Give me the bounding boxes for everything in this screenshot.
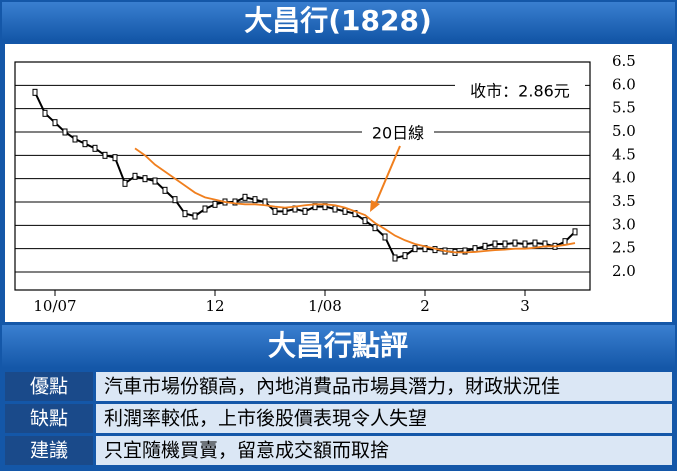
- row-label: 建議: [30, 440, 68, 462]
- price-point: [212, 200, 218, 208]
- price-point: [72, 135, 78, 143]
- y-tick-label: 6.5: [612, 52, 636, 70]
- close-annotation: 收市：2.86元: [470, 82, 570, 101]
- row-label-cell: [5, 372, 93, 401]
- price-point: [412, 245, 418, 253]
- y-tick-label: 5.5: [612, 99, 636, 117]
- x-tick-label: 10/07: [33, 297, 76, 315]
- price-point: [182, 210, 188, 218]
- price-point: [142, 175, 148, 183]
- price-point: [32, 88, 38, 96]
- y-tick-label: 2.5: [612, 239, 636, 257]
- row-text: 只宜隨機買賣，留意成交額而取捨: [104, 440, 389, 462]
- y-tick-label: 3.0: [612, 215, 636, 233]
- price-point: [152, 177, 158, 185]
- price-point: [402, 252, 408, 260]
- price-point: [42, 109, 48, 117]
- price-point: [362, 217, 368, 225]
- price-point: [382, 233, 388, 241]
- x-tick-label: 1/08: [308, 297, 342, 315]
- price-point: [132, 172, 138, 180]
- x-tick-label: 12: [205, 297, 224, 315]
- price-point: [372, 224, 378, 232]
- price-point: [262, 198, 268, 206]
- annotation-bg: [455, 80, 585, 104]
- plot-frame: [14, 61, 591, 291]
- price-point: [572, 228, 578, 236]
- row-text-cell: [96, 404, 672, 433]
- price-point: [102, 151, 108, 159]
- price-point: [472, 245, 478, 253]
- price-point: [462, 247, 468, 255]
- price-point: [172, 196, 178, 204]
- row-text-cell: [96, 436, 672, 465]
- price-point: [162, 186, 168, 194]
- price-point: [252, 196, 258, 204]
- price-point: [492, 240, 498, 248]
- price-point: [52, 119, 58, 127]
- y-tick-label: 5.0: [612, 122, 636, 140]
- arrow-shaft: [374, 145, 401, 206]
- y-tick-label: 3.5: [612, 192, 636, 210]
- price-point: [242, 193, 248, 201]
- row-label-cell: [5, 436, 93, 465]
- price-point: [232, 198, 238, 206]
- y-tick-label: 6.0: [612, 75, 636, 93]
- price-point: [302, 207, 308, 215]
- price-point: [192, 212, 198, 220]
- price-point: [62, 128, 68, 136]
- ma-label: 20日線: [372, 124, 424, 143]
- y-tick-label: 2.0: [612, 262, 636, 280]
- x-tick-label: 2: [420, 297, 430, 315]
- price-point: [482, 242, 488, 250]
- label-bg: [362, 122, 434, 146]
- y-tick-label: 4.0: [612, 169, 636, 187]
- price-point: [122, 179, 128, 187]
- price-point: [342, 207, 348, 215]
- price-point: [202, 205, 208, 213]
- chart-title: 大昌行(1828): [244, 4, 432, 37]
- row-text: 汽車市場份額高，內地消費品市場具潛力，財政狀況佳: [104, 376, 560, 398]
- header-bar: [2, 2, 675, 40]
- arrow-head: [370, 200, 380, 212]
- row-label: 優點: [30, 376, 68, 398]
- price-point: [512, 239, 518, 247]
- plot: 2.0 2.5 3.0 3.5 4.0 4.5 5.0 5.5 6.0 6.5 10/07 12 1/0…: [15, 52, 636, 315]
- y-tick-label: 4.5: [612, 145, 636, 163]
- price-point: [112, 154, 118, 162]
- price-point: [332, 205, 338, 213]
- price-point: [282, 207, 288, 215]
- review-header: [2, 325, 675, 368]
- x-tick-label: 3: [520, 297, 530, 315]
- row-text-cell: [96, 372, 672, 401]
- moving-average-line: [134, 147, 576, 254]
- price-point: [532, 239, 538, 247]
- price-point: [272, 207, 278, 215]
- price-point: [392, 254, 398, 262]
- price-point: [502, 240, 508, 248]
- review-title: 大昌行點評: [268, 329, 408, 362]
- row-label: 缺點: [30, 408, 68, 430]
- row-label-cell: [5, 404, 93, 433]
- price-point: [92, 144, 98, 152]
- row-text: 利潤率較低，上市後股價表現令人失望: [104, 408, 427, 430]
- price-point: [82, 140, 88, 148]
- price-point: [522, 240, 528, 248]
